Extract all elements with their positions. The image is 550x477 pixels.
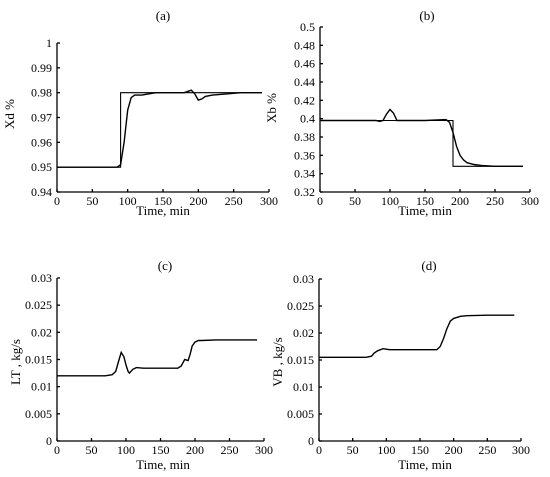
panel-d-xlabel: Time, min: [398, 457, 452, 472]
panel-a-xlabel: Time, min: [136, 203, 190, 218]
y-tick-label: 0.025: [287, 299, 314, 313]
x-tick-label: 200: [189, 194, 207, 208]
y-tick-label: 0: [308, 434, 314, 448]
y-tick-label: 0.005: [25, 407, 52, 421]
panel-a-ylabel: Xd %: [2, 99, 17, 129]
panel-c-response-line: [57, 339, 258, 377]
panel-b-response-line: [320, 108, 523, 168]
x-tick-label: 250: [486, 194, 504, 208]
x-tick-label: 50: [349, 194, 361, 208]
y-tick-label: 0.94: [31, 185, 52, 199]
panel-d-response-line: [319, 314, 515, 358]
x-tick-label: 250: [225, 194, 243, 208]
panel-b: (b) Xb % Time, min 0 50 100 150 200 250 300 0.3…: [264, 8, 539, 218]
x-tick-label: 0: [54, 194, 60, 208]
y-tick-label: 0: [46, 434, 52, 448]
y-tick-label: 0.025: [25, 298, 52, 312]
y-tick-label: 0.38: [294, 130, 315, 144]
y-tick-label: 0.95: [31, 160, 52, 174]
y-tick-label: 0.015: [25, 353, 52, 367]
panel-a-setpoint-line: [57, 92, 262, 168]
panel-c-ylabel: LT , kg/s: [8, 339, 23, 385]
x-tick-label: 100: [377, 443, 395, 457]
x-tick-label: 100: [117, 443, 135, 457]
x-tick-label: 150: [154, 194, 172, 208]
x-tick-label: 0: [316, 443, 322, 457]
y-tick-label: 0.32: [294, 185, 315, 199]
y-tick-label: 0.48: [294, 38, 315, 52]
y-tick-label: 0.5: [300, 20, 315, 34]
y-tick-label: 0.03: [293, 272, 314, 286]
y-tick-label: 0.4: [300, 112, 315, 126]
y-tick-label: 0.46: [294, 57, 315, 71]
y-tick-label: 0.02: [31, 325, 52, 339]
x-tick-label: 200: [445, 443, 463, 457]
x-tick-label: 300: [260, 194, 278, 208]
y-tick-label: 0.01: [31, 380, 52, 394]
x-tick-label: 300: [512, 443, 530, 457]
y-tick-label: 0.97: [31, 111, 52, 125]
x-tick-label: 50: [86, 194, 98, 208]
panel-a-response-line: [57, 89, 262, 168]
panel-a: (a) Xd % Time, min 0 50 100 150 200 250 300 0.9…: [2, 8, 278, 218]
x-tick-label: 150: [416, 194, 434, 208]
y-tick-label: 0.34: [294, 167, 315, 181]
x-tick-label: 0: [54, 443, 60, 457]
panel-c: (c) LT , kg/s Time, min 0 50 100 150 200 250 3…: [8, 258, 273, 472]
y-tick-label: 0.36: [294, 148, 315, 162]
y-tick-label: 0.015: [287, 353, 314, 367]
x-tick-label: 50: [86, 443, 98, 457]
y-tick-label: 0.005: [287, 407, 314, 421]
panel-b-setpoint-line: [320, 119, 523, 167]
y-tick-label: 0.03: [31, 271, 52, 285]
x-tick-label: 100: [119, 194, 137, 208]
y-tick-label: 0.96: [31, 135, 52, 149]
panel-c-title: (c): [158, 258, 172, 273]
x-tick-label: 150: [152, 443, 170, 457]
panel-d-title: (d): [421, 258, 436, 273]
panel-b-ylabel: Xb %: [264, 93, 279, 123]
y-tick-label: 0.02: [293, 326, 314, 340]
y-tick-label: 0.99: [31, 61, 52, 75]
y-tick-label: 0.98: [31, 86, 52, 100]
x-tick-label: 300: [521, 194, 539, 208]
x-tick-label: 300: [255, 443, 273, 457]
x-tick-label: 0: [317, 194, 323, 208]
panel-a-title: (a): [156, 8, 170, 23]
panel-d-ylabel: VB , kg/s: [270, 337, 285, 386]
x-tick-label: 250: [478, 443, 496, 457]
y-tick-label: 0.01: [293, 380, 314, 394]
x-tick-label: 200: [186, 443, 204, 457]
panel-d: (d) VB , kg/s Time, min 0 50 100 150 200 250 3…: [270, 258, 530, 472]
panel-b-xlabel: Time, min: [398, 203, 452, 218]
y-tick-label: 0.44: [294, 75, 315, 89]
y-tick-label: 1: [46, 36, 52, 50]
panel-b-title: (b): [419, 8, 434, 23]
panel-c-xlabel: Time, min: [136, 457, 190, 472]
x-tick-label: 100: [381, 194, 399, 208]
x-tick-label: 250: [221, 443, 239, 457]
x-tick-label: 150: [411, 443, 429, 457]
x-tick-label: 50: [347, 443, 359, 457]
y-tick-label: 0.42: [294, 93, 315, 107]
x-tick-label: 200: [451, 194, 469, 208]
